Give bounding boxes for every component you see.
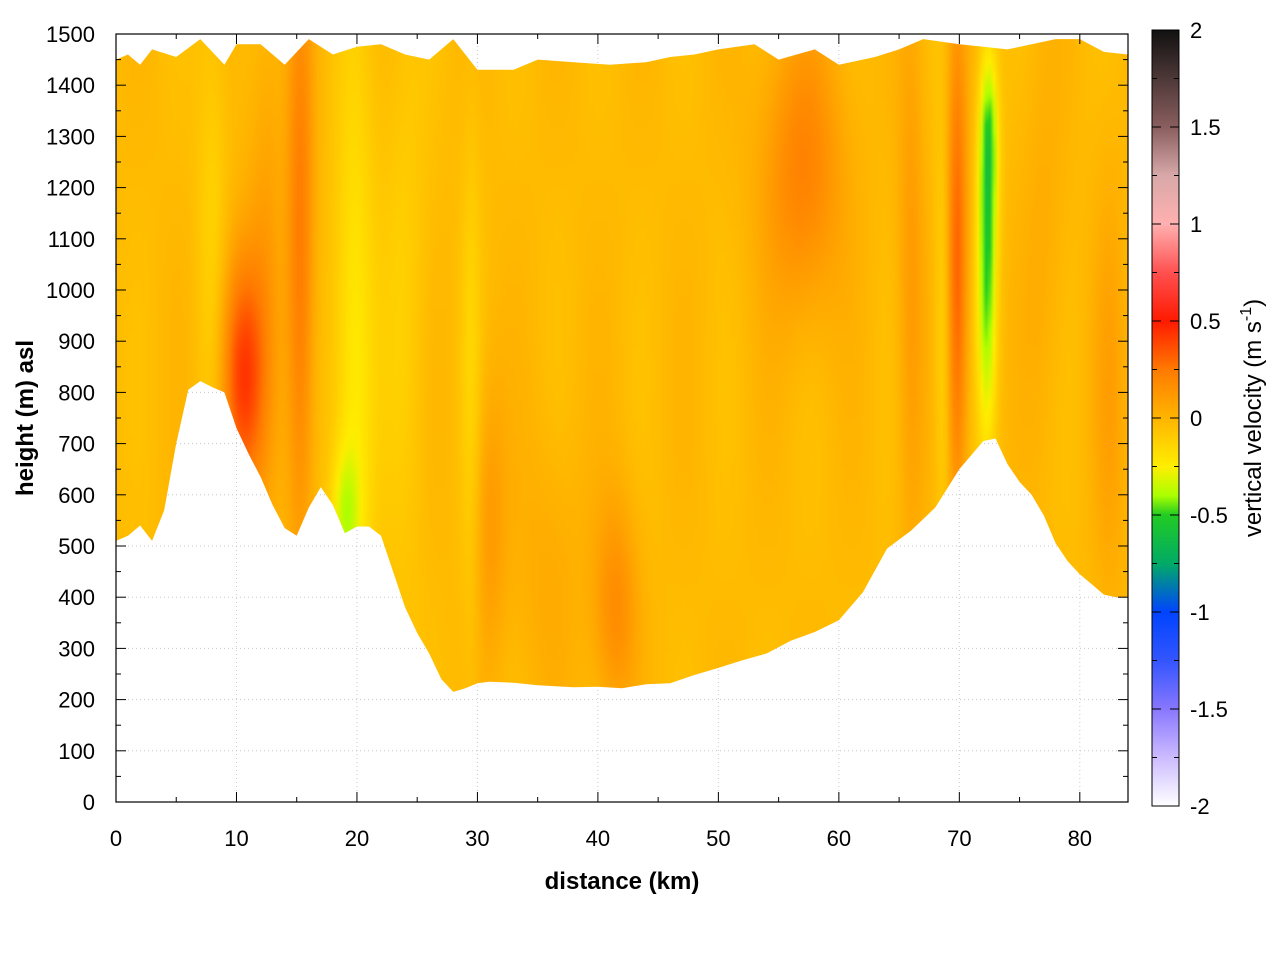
colorbar-tick-labels: 2 1.5 1 0.5 0 -0.5 -1 -1.5 -2 bbox=[1190, 18, 1228, 819]
x-tick-labels: 0 10 20 30 40 50 60 70 80 bbox=[110, 826, 1092, 851]
y-tick-label: 100 bbox=[58, 739, 95, 764]
colorbar-title: vertical velocity (m s-1) bbox=[1238, 299, 1267, 537]
colorbar-title-main: vertical velocity (m s bbox=[1240, 321, 1267, 537]
y-axis-title: height (m) asl bbox=[12, 340, 39, 496]
plot-frame bbox=[115, 33, 1129, 803]
x-tick-label: 50 bbox=[706, 826, 730, 851]
y-tick-label: 1000 bbox=[46, 278, 95, 303]
colorbar-title-sup: -1 bbox=[1238, 307, 1255, 321]
colorbar-title-end: ) bbox=[1240, 299, 1267, 307]
y-tick-label: 1300 bbox=[46, 124, 95, 149]
colorbar-tick-label: 2 bbox=[1190, 18, 1202, 43]
x-tick-label: 20 bbox=[345, 826, 369, 851]
x-tick-label: 80 bbox=[1068, 826, 1092, 851]
x-tick-label: 70 bbox=[947, 826, 971, 851]
colorbar-tick-label: 1.5 bbox=[1190, 115, 1221, 140]
y-tick-label: 600 bbox=[58, 483, 95, 508]
y-tick-label: 500 bbox=[58, 534, 95, 559]
y-tick-label: 900 bbox=[58, 329, 95, 354]
colorbar-tick-label: -2 bbox=[1190, 794, 1210, 819]
colorbar-tick-label: -1.5 bbox=[1190, 697, 1228, 722]
y-tick-label: 0 bbox=[83, 790, 95, 815]
y-tick-label: 1100 bbox=[48, 227, 95, 252]
x-tick-label: 60 bbox=[827, 826, 851, 851]
colorbar-frame bbox=[1151, 29, 1180, 807]
colorbar: 2 1.5 1 0.5 0 -0.5 -1 -1.5 -2 vertical velocity … bbox=[1151, 18, 1267, 819]
y-tick-label: 800 bbox=[58, 380, 95, 405]
y-tick-label: 300 bbox=[58, 636, 95, 661]
colorbar-tick-label: 1 bbox=[1190, 212, 1202, 237]
colorbar-tick-label: 0 bbox=[1190, 406, 1202, 431]
x-tick-label: 40 bbox=[586, 826, 610, 851]
y-tick-label: 1200 bbox=[46, 176, 95, 201]
colorbar-tick-label: -1 bbox=[1190, 600, 1210, 625]
x-tick-label: 0 bbox=[110, 826, 122, 851]
x-tick-label: 30 bbox=[465, 826, 489, 851]
y-tick-label: 200 bbox=[58, 688, 95, 713]
y-tick-label: 1400 bbox=[46, 73, 95, 98]
y-tick-labels: 0 100 200 300 400 500 600 700 800 900 1000 1100 1200… bbox=[46, 22, 95, 815]
x-axis-title: distance (km) bbox=[545, 868, 700, 895]
colorbar-tick-label: 0.5 bbox=[1190, 309, 1221, 334]
y-tick-label: 700 bbox=[58, 432, 95, 457]
y-tick-label: 400 bbox=[58, 585, 95, 610]
colorbar-tick-label: -0.5 bbox=[1190, 503, 1228, 528]
x-tick-label: 10 bbox=[224, 826, 248, 851]
y-tick-label: 1500 bbox=[46, 22, 95, 47]
